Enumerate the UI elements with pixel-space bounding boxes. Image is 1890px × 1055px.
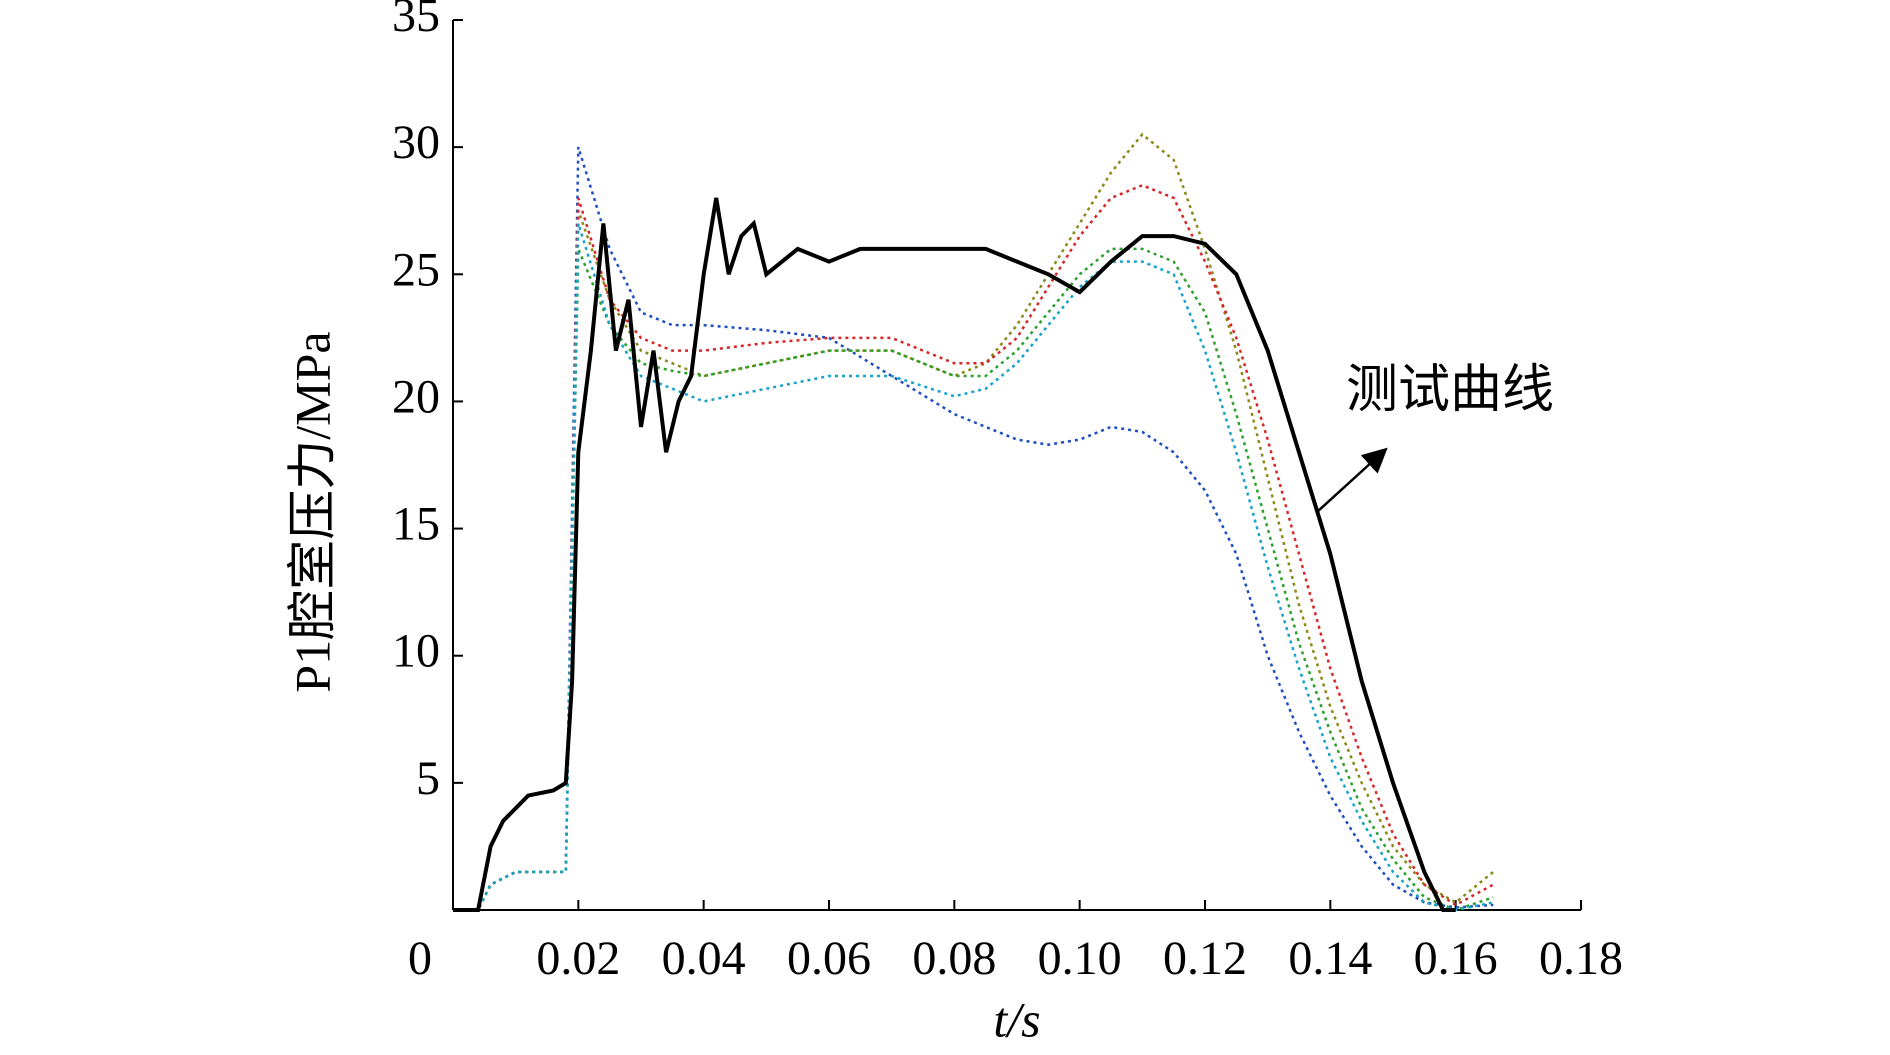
simulated-curve [453,247,1494,912]
x-tick-label: 0.04 [662,932,746,985]
x-tick-label: 0 [408,932,432,985]
x-tick-label: 0.10 [1038,932,1122,985]
simulated-curve [453,183,1494,912]
x-tick-label: 0.12 [1163,932,1247,985]
y-tick-label: 35 [392,0,440,42]
y-tick-label: 30 [392,116,440,169]
x-tick-label: 0.16 [1414,932,1498,985]
y-tick-label: 25 [392,243,440,296]
y-tick-label: 5 [416,752,440,805]
y-tick-label: 20 [392,370,440,423]
annotation: 测试曲线 [1346,362,1554,419]
test-curve [453,197,1456,912]
x-tick-label: 0.02 [536,932,620,985]
y-axis-label: P1腔室压力/MPa [284,331,340,692]
x-tick-label: 0.06 [787,932,871,985]
x-tick-label: 0.18 [1539,932,1623,985]
x-axis-label: t/s [993,991,1040,1047]
simulated-curve [453,223,1494,912]
y-tick-label: 15 [392,498,440,551]
x-tick-label: 0.14 [1288,932,1372,985]
y-tick-label: 10 [392,625,440,678]
simulated-curve [453,146,1494,912]
annotation-arrow [1316,447,1388,513]
x-tick-label: 0.08 [912,932,996,985]
